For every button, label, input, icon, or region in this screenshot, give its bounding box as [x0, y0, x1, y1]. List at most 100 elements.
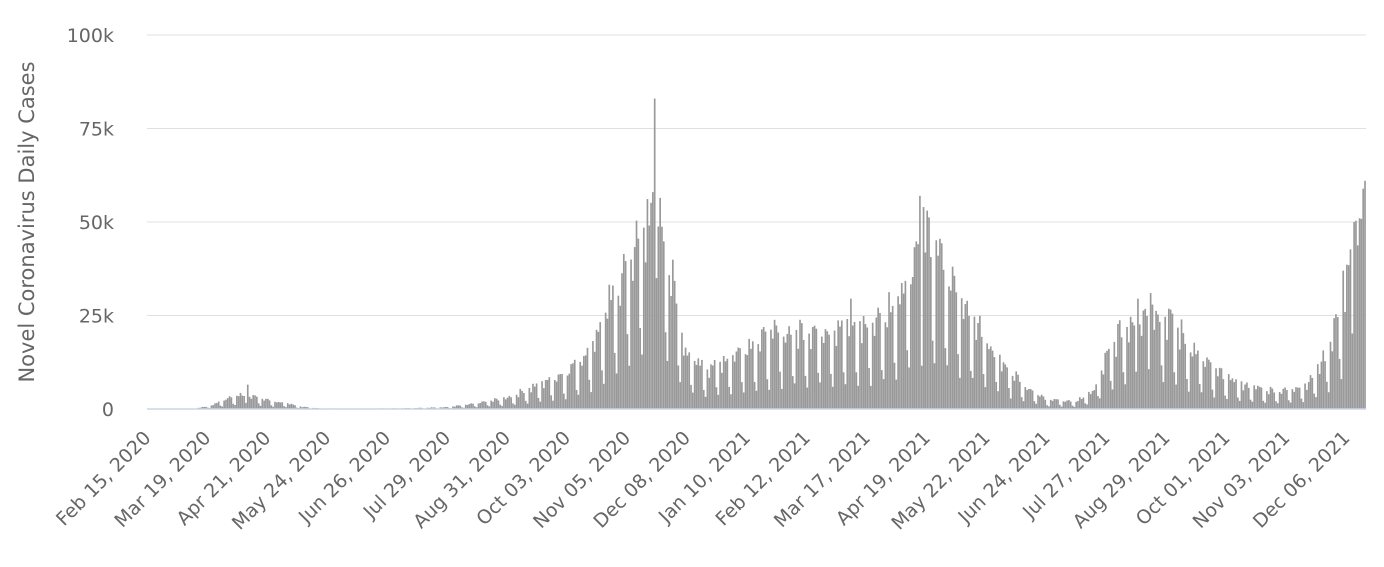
daily-cases-bar	[1355, 220, 1357, 409]
daily-cases-bar	[1100, 370, 1103, 409]
daily-cases-bar	[637, 238, 640, 409]
daily-cases-bar	[1009, 398, 1012, 409]
daily-cases-bar	[1233, 382, 1236, 409]
daily-cases-bar	[744, 354, 747, 409]
daily-cases-bar	[595, 329, 598, 409]
daily-cases-bar	[937, 255, 939, 409]
daily-cases-bar	[891, 305, 894, 409]
daily-cases-bar	[283, 406, 285, 409]
grid-layer	[147, 34, 1366, 316]
daily-cases-bar	[1124, 384, 1127, 409]
daily-cases-bar	[1275, 401, 1277, 409]
daily-cases-bar	[1062, 401, 1065, 409]
daily-cases-bar	[1287, 400, 1290, 409]
daily-cases-bar	[528, 388, 531, 409]
daily-cases-bar	[884, 322, 887, 409]
daily-cases-bar	[1346, 264, 1348, 409]
daily-cases-bar	[1253, 385, 1256, 409]
daily-cases-bar	[256, 396, 258, 409]
daily-cases-bar	[635, 220, 638, 409]
daily-cases-bar	[459, 405, 462, 409]
daily-cases-bar	[512, 403, 514, 409]
daily-cases-bar	[245, 402, 247, 409]
daily-cases-bar	[1122, 372, 1125, 409]
daily-cases-bar	[1215, 368, 1217, 409]
daily-cases-bar	[1264, 402, 1266, 409]
daily-cases-bar	[722, 356, 725, 409]
daily-cases-bar	[942, 269, 945, 409]
daily-cases-bar	[1235, 379, 1237, 409]
daily-cases-bar	[830, 373, 832, 409]
daily-cases-bar	[908, 367, 910, 409]
daily-cases-bar	[430, 407, 433, 409]
daily-cases-bar	[466, 405, 469, 409]
daily-cases-bar	[1304, 383, 1306, 409]
daily-cases-bar	[926, 210, 929, 409]
daily-cases-bar	[1316, 364, 1319, 409]
daily-cases-bar	[924, 252, 927, 409]
daily-cases-bar	[252, 395, 255, 409]
daily-cases-bar	[1200, 392, 1203, 409]
daily-cases-bar	[1278, 392, 1281, 409]
daily-cases-bar	[564, 399, 567, 409]
daily-cases-bar	[1237, 397, 1239, 409]
daily-cases-bar	[801, 323, 803, 409]
daily-cases-bar	[719, 361, 721, 409]
daily-cases-bar	[1322, 350, 1325, 409]
daily-cases-bar	[1142, 310, 1145, 409]
daily-cases-bar	[622, 254, 625, 409]
daily-cases-bar	[1255, 389, 1257, 409]
daily-cases-bar	[771, 338, 774, 409]
daily-cases-bar	[993, 357, 996, 409]
daily-cases-bar	[201, 406, 204, 409]
daily-cases-bar	[1058, 404, 1061, 409]
daily-cases-bar	[1104, 352, 1107, 409]
daily-cases-bar	[1080, 398, 1083, 409]
daily-cases-bar	[966, 300, 968, 409]
daily-cases-bar	[779, 371, 781, 409]
daily-cases-bar	[655, 278, 658, 409]
daily-cases-bar	[432, 407, 434, 409]
daily-cases-bar	[980, 336, 983, 409]
daily-cases-bar	[1364, 180, 1366, 409]
daily-cases-bar	[504, 399, 507, 409]
daily-cases-bar	[228, 396, 231, 409]
daily-cases-bar	[753, 381, 756, 409]
daily-cases-bar	[479, 402, 482, 409]
y-tick-label: 0	[102, 399, 114, 421]
daily-cases-bar	[454, 406, 456, 409]
daily-cases-bar	[977, 323, 979, 409]
daily-cases-bar	[939, 238, 941, 409]
daily-cases-bar	[546, 379, 549, 409]
daily-cases-bar	[1002, 362, 1005, 409]
daily-cases-bar	[1298, 387, 1301, 409]
daily-cases-bar	[1315, 397, 1317, 409]
daily-cases-bar	[444, 406, 447, 409]
daily-cases-bar	[1158, 321, 1161, 409]
daily-cases-bar	[455, 405, 458, 409]
daily-cases-bar	[513, 404, 516, 409]
daily-cases-bar	[988, 349, 990, 409]
daily-cases-bar	[989, 346, 992, 409]
daily-cases-bar	[984, 387, 987, 409]
daily-cases-bar	[286, 403, 289, 409]
daily-cases-bar	[702, 389, 705, 409]
daily-cases-bar	[1273, 392, 1276, 409]
daily-cases-bar	[866, 327, 869, 409]
daily-cases-bar	[906, 350, 909, 409]
daily-cases-bar	[713, 360, 716, 409]
daily-cases-bar	[1131, 322, 1134, 409]
daily-cases-bar	[960, 298, 963, 409]
daily-cases-bar	[250, 398, 253, 409]
daily-cases-bar	[839, 326, 841, 409]
daily-cases-bar	[1226, 399, 1228, 409]
daily-cases-bar	[1242, 390, 1245, 409]
daily-cases-bar	[899, 304, 901, 409]
daily-cases-bar	[1244, 384, 1246, 409]
daily-cases-bar	[735, 351, 738, 409]
daily-cases-bar	[303, 406, 305, 409]
daily-cases-bar	[721, 372, 723, 409]
daily-cases-bar	[815, 328, 818, 409]
daily-cases-bar	[949, 290, 952, 409]
daily-cases-bar	[653, 98, 656, 409]
